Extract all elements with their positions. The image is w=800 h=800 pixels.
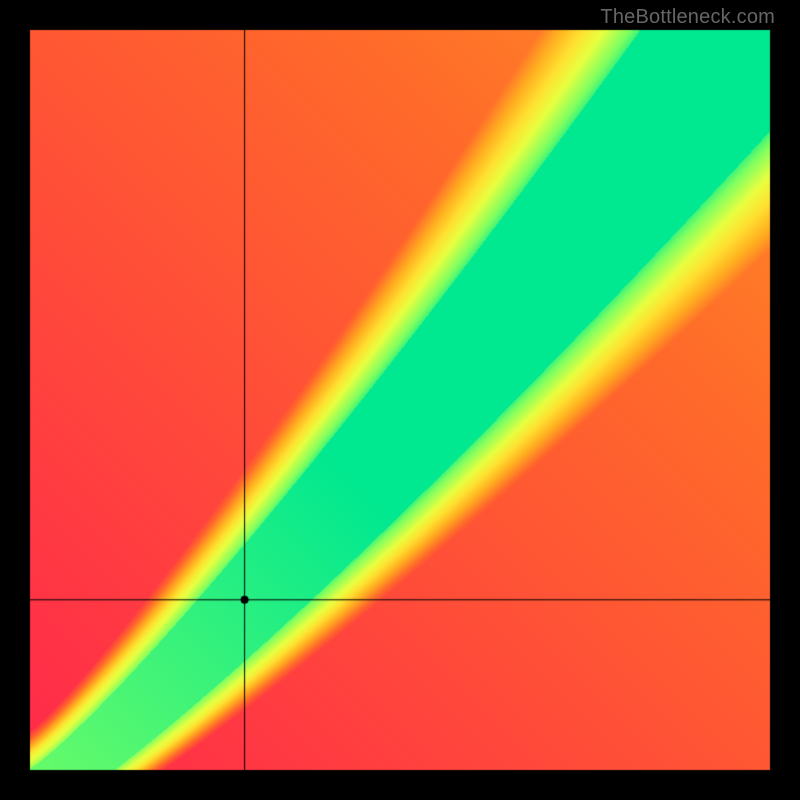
heatmap-canvas: [0, 0, 800, 800]
watermark-text: TheBottleneck.com: [600, 6, 775, 29]
chart-container: TheBottleneck.com: [0, 0, 800, 800]
